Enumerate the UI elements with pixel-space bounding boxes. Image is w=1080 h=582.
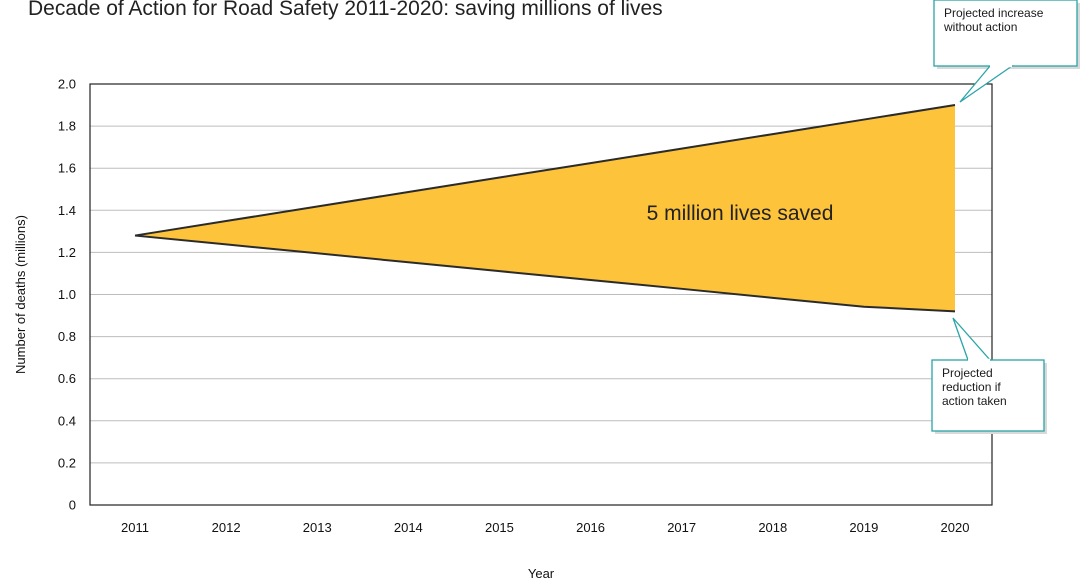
x-tick-labels: 2011 2012 2013 2014 2015 2016 2017 2018 2019 2020: [121, 520, 969, 535]
y-tick-label: 1.0: [58, 287, 76, 302]
y-tick-label: 1.8: [58, 119, 76, 134]
upper-series-line: [134, 104, 956, 237]
y-tick-label: 0.8: [58, 329, 76, 344]
upper-callout-line: Projected increase: [944, 6, 1044, 20]
lower-callout-line: Projected: [942, 366, 993, 380]
x-tick-label: 2014: [394, 520, 423, 535]
y-tick-label: 0.2: [58, 455, 76, 470]
x-tick-label: 2018: [758, 520, 787, 535]
chart-title: Decade of Action for Road Safety 2011-20…: [28, 0, 663, 20]
x-axis-title: Year: [528, 566, 555, 581]
lower-callout-line: reduction if: [942, 380, 1001, 394]
y-axis-title: Number of deaths (millions): [13, 215, 28, 374]
x-tick-label: 2012: [212, 520, 241, 535]
y-tick-label: 0.6: [58, 371, 76, 386]
y-tick-label: 0: [69, 498, 76, 513]
x-tick-label: 2011: [121, 520, 149, 535]
y-tick-label: 0.4: [58, 413, 76, 428]
x-tick-label: 2015: [485, 520, 514, 535]
y-tick-label: 1.2: [58, 245, 76, 260]
y-tick-label: 1.4: [58, 203, 76, 218]
y-tick-label: 1.6: [58, 161, 76, 176]
lower-callout-line: action taken: [942, 394, 1007, 408]
x-tick-label: 2020: [941, 520, 970, 535]
x-tick-label: 2016: [576, 520, 605, 535]
y-tick-label: 2.0: [58, 77, 76, 92]
y-tick-labels: 0 0.2 0.4 0.6 0.8 1.0 1.2 1.4 1.6 1.8 2.0: [58, 77, 76, 513]
upper-callout-line: without action: [943, 20, 1017, 34]
x-tick-label: 2017: [667, 520, 696, 535]
lower-series-line: [134, 234, 956, 313]
x-tick-label: 2019: [849, 520, 878, 535]
plot-frame: [89, 83, 993, 506]
lives-saved-area: [135, 105, 955, 312]
x-tick-label: 2013: [303, 520, 332, 535]
lives-saved-label: 5 million lives saved: [647, 202, 834, 225]
area-layer: [134, 104, 956, 313]
